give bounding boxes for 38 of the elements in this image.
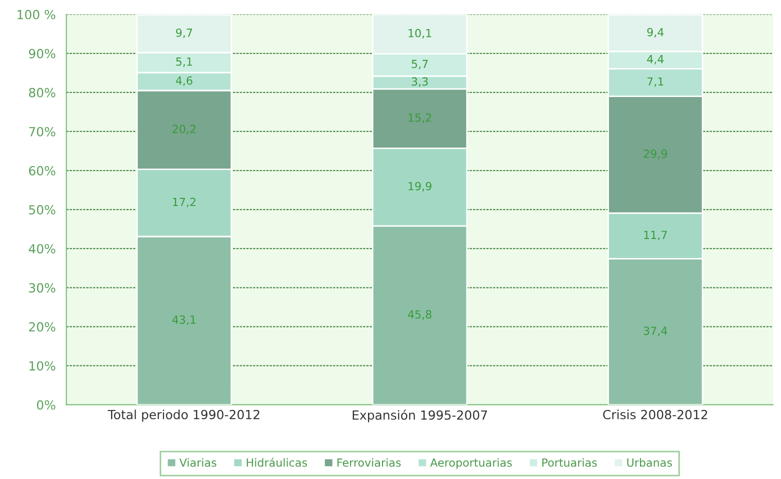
legend-label: Portuarias bbox=[542, 458, 597, 467]
data-label: 7,1 bbox=[647, 77, 664, 87]
legend-label: Hidráulicas bbox=[246, 458, 307, 467]
data-label: 15,2 bbox=[408, 113, 432, 123]
data-label: 29,9 bbox=[644, 150, 667, 160]
y-tick-label: 20% bbox=[29, 322, 56, 332]
data-label: 37,4 bbox=[644, 326, 668, 336]
legend-label: Viarias bbox=[179, 458, 216, 467]
y-tick-label: 30% bbox=[29, 283, 56, 293]
y-tick-label: 10% bbox=[30, 361, 56, 371]
data-label: 3,3 bbox=[412, 77, 428, 87]
data-label: 17,2 bbox=[173, 198, 196, 208]
legend-label: Ferroviarias bbox=[337, 458, 401, 467]
x-tick-label: Crisis 2008-2012 bbox=[603, 410, 708, 420]
data-label: 11,7 bbox=[644, 230, 667, 240]
y-tick-label: 50% bbox=[29, 205, 56, 214]
data-label: 43,1 bbox=[172, 315, 196, 325]
legend-label: Urbanas bbox=[627, 458, 672, 467]
data-label: 9,7 bbox=[176, 28, 192, 38]
data-label: 10,1 bbox=[408, 28, 432, 38]
y-tick-label: 80% bbox=[29, 88, 56, 98]
y-tick-label: 0% bbox=[36, 400, 56, 410]
y-tick-label: 70% bbox=[29, 126, 56, 136]
data-label: 5,1 bbox=[176, 58, 192, 67]
data-label: 19,9 bbox=[408, 182, 432, 192]
y-tick-label: 60% bbox=[29, 166, 56, 176]
data-label: 4,4 bbox=[647, 55, 664, 64]
data-label: 20,2 bbox=[172, 124, 196, 134]
legend-label: Aeroportuarias bbox=[430, 458, 512, 469]
y-tick-label: 40% bbox=[28, 244, 56, 254]
data-label: 45,8 bbox=[408, 310, 432, 320]
y-tick-label: 100 % bbox=[18, 10, 56, 20]
y-tick-label: 90% bbox=[28, 48, 56, 58]
x-tick-label: Expansión 1995-2007 bbox=[352, 410, 487, 422]
data-label: 5,7 bbox=[412, 60, 428, 70]
data-label: 9,4 bbox=[647, 28, 664, 38]
data-label: 4,6 bbox=[176, 76, 192, 86]
x-tick-label: Total periodo 1990-2012 bbox=[108, 410, 260, 422]
